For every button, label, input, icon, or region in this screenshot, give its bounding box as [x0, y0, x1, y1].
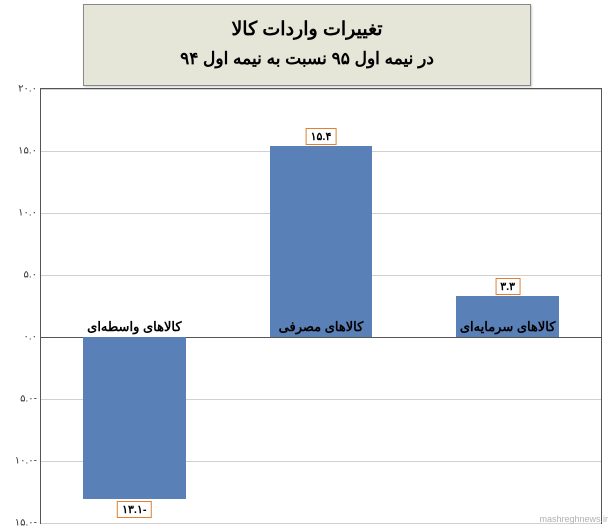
ytick-label: ۱۵.۰-	[3, 518, 37, 529]
ytick-label: ۵.۰-	[3, 394, 37, 405]
ytick-label: ۱۰.۰-	[3, 456, 37, 467]
ytick-label: ۱۵.۰	[3, 146, 37, 157]
bar	[270, 146, 373, 337]
plot-area: ۱۵.۰-۱۰.۰-۵.۰-۰.۰۵.۰۱۰.۰۱۵.۰۲۰.۰کالاهای …	[40, 88, 602, 524]
chart-container: تغییرات واردات کالا در نیمه اول ۹۵ نسبت …	[0, 0, 614, 530]
chart-title-box: تغییرات واردات کالا در نیمه اول ۹۵ نسبت …	[83, 4, 531, 86]
gridline	[41, 89, 601, 90]
chart-title-line1: تغییرات واردات کالا	[92, 15, 522, 45]
gridline	[41, 523, 601, 524]
bar	[83, 337, 186, 499]
ytick-label: ۲۰.۰	[3, 84, 37, 95]
watermark: mashreghnews.ir	[539, 514, 608, 524]
value-label: ۱۳.۱-	[117, 501, 151, 518]
value-label: ۱۵.۴	[306, 128, 337, 145]
category-label: کالاهای واسطه‌ای	[87, 319, 181, 335]
chart-title-line2: در نیمه اول ۹۵ نسبت به نیمه اول ۹۴	[92, 45, 522, 72]
ytick-label: ۱۰.۰	[3, 208, 37, 219]
category-label: کالاهای مصرفی	[279, 319, 364, 335]
category-label: کالاهای سرمایه‌ای	[460, 319, 556, 335]
ytick-label: ۵.۰	[3, 270, 37, 281]
value-label: ۳.۳	[495, 278, 520, 295]
ytick-label: ۰.۰	[3, 332, 37, 343]
